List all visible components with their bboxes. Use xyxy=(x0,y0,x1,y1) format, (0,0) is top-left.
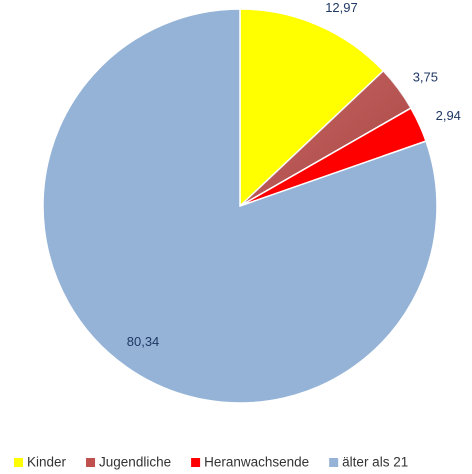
legend-swatch xyxy=(86,458,96,467)
data-label: 80,34 xyxy=(127,334,160,349)
legend-label: Heranwachsende xyxy=(204,455,309,470)
legend-label: Jugendliche xyxy=(99,455,171,470)
data-label: 12,97 xyxy=(325,0,358,15)
legend-swatch xyxy=(329,458,339,467)
legend-swatch xyxy=(14,458,23,467)
slice-shade xyxy=(240,70,411,206)
pie-slice xyxy=(239,8,385,208)
pie-slice xyxy=(42,8,438,404)
legend-swatch xyxy=(191,458,201,467)
data-label: 2,94 xyxy=(436,108,461,123)
data-label: 3,75 xyxy=(413,69,438,84)
legend-label: Kinder xyxy=(27,455,67,470)
legend-label: älter als 21 xyxy=(342,455,408,470)
